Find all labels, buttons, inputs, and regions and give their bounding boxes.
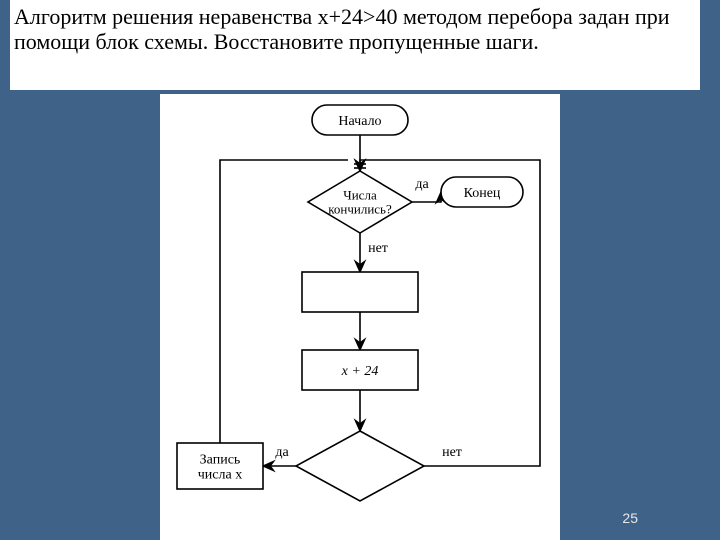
page-number: 25 <box>622 510 638 526</box>
slide-title: Алгоритм решения неравенства x+24>40 мет… <box>14 4 704 55</box>
svg-text:Конец: Конец <box>464 186 501 201</box>
svg-text:нет: нет <box>368 241 388 256</box>
svg-text:Запись: Запись <box>200 453 241 468</box>
node-dec2 <box>296 431 424 501</box>
svg-text:числа x: числа x <box>198 467 242 482</box>
svg-text:кончились?: кончились? <box>328 201 392 216</box>
svg-text:нет: нет <box>442 445 462 460</box>
diagram-panel: данетданетНачалоЧислакончились?Конецx + … <box>160 94 560 540</box>
svg-text:да: да <box>415 177 429 192</box>
slide: Алгоритм решения неравенства x+24>40 мет… <box>0 0 720 540</box>
flowchart: данетданетНачалоЧислакончились?Конецx + … <box>160 94 560 540</box>
node-p1 <box>302 272 418 312</box>
svg-text:x + 24: x + 24 <box>341 364 379 379</box>
svg-text:Начало: Начало <box>338 114 381 129</box>
svg-text:да: да <box>275 445 289 460</box>
